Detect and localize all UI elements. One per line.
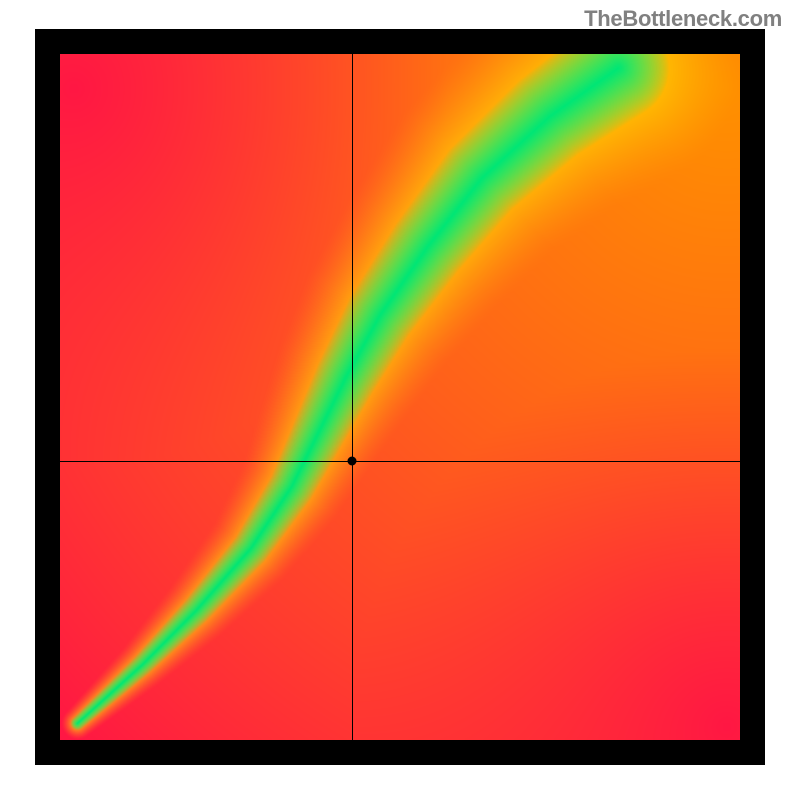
marker-point <box>348 457 357 466</box>
crosshair-horizontal <box>60 461 740 462</box>
heatmap-canvas <box>60 54 740 740</box>
plot-frame <box>35 29 765 765</box>
chart-container: { "watermark": "TheBottleneck.com", "out… <box>0 0 800 800</box>
crosshair-vertical <box>352 54 353 740</box>
watermark-text: TheBottleneck.com <box>584 6 782 32</box>
